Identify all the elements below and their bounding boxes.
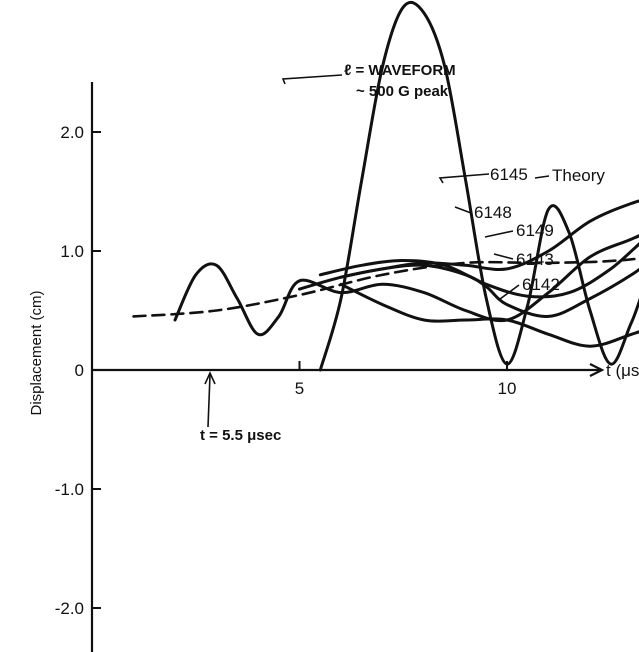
waveform-annotation: ℓ = WAVEFORM ~ 500 G peak	[281, 62, 456, 100]
x-axis-label: t (μsec)	[606, 361, 639, 380]
series-group	[132, 0, 639, 372]
leader-6148	[454, 206, 472, 214]
y-axis-label: Displacement (cm)	[28, 290, 45, 415]
series-label-6148: 6148	[474, 203, 512, 222]
series-label-6142: 6142	[522, 275, 560, 294]
leader-6142	[499, 284, 520, 300]
series-label-6149: 6149	[516, 221, 554, 240]
waveform-label: ℓ = WAVEFORM	[344, 62, 456, 79]
y-tick-label: 1.0	[60, 242, 84, 261]
series-labels: 6145 6148 6149 6143 6142 Theory	[474, 165, 605, 294]
waveform-peak-label: ~ 500 G peak	[356, 83, 449, 100]
y-tick-label: 2.0	[60, 123, 84, 142]
y-tick-label: -1.0	[55, 480, 84, 499]
tick-group: 5101520-2.0-1.001.02.0	[55, 123, 517, 618]
y-tick-label: 0	[75, 361, 84, 380]
waveform-leader	[281, 74, 343, 85]
leader-theory	[534, 175, 550, 179]
series-label-6145: 6145	[490, 165, 528, 184]
x-tick-label: 5	[295, 379, 304, 398]
start-time-label: t = 5.5 μsec	[200, 427, 281, 444]
label-leaders	[438, 173, 550, 300]
series-label-theory: Theory	[552, 166, 605, 185]
x-axis-arrow	[589, 363, 605, 377]
start-time-leader	[207, 374, 211, 428]
series-label-6143: 6143	[516, 250, 554, 269]
series-line-waveform	[318, 0, 639, 372]
leader-6143	[493, 253, 514, 260]
start-time-arrow	[204, 371, 216, 385]
leader-6149	[484, 230, 514, 238]
series-line-theory	[132, 257, 639, 318]
leader-6145	[438, 173, 490, 184]
x-tick-label: 10	[498, 379, 517, 398]
series-line-6142	[339, 282, 639, 348]
y-tick-label: -2.0	[55, 599, 84, 618]
series-line-6149	[339, 263, 639, 318]
start-time-annotation: t = 5.5 μsec	[200, 371, 281, 444]
series-line-6148	[318, 242, 639, 299]
